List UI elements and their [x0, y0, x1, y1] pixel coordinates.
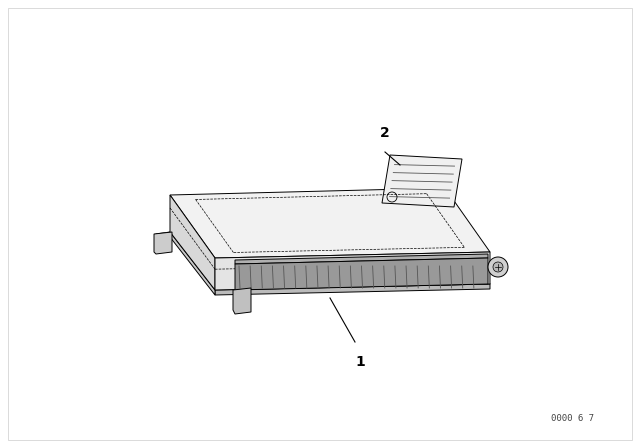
Polygon shape	[170, 195, 215, 290]
Polygon shape	[233, 288, 251, 314]
Polygon shape	[235, 258, 488, 290]
Text: 1: 1	[355, 355, 365, 369]
Text: 0000 6 7: 0000 6 7	[551, 414, 595, 423]
Polygon shape	[170, 232, 215, 295]
Polygon shape	[382, 155, 462, 207]
Polygon shape	[215, 252, 490, 290]
Polygon shape	[156, 232, 170, 239]
Circle shape	[493, 262, 503, 272]
Polygon shape	[215, 284, 490, 295]
Polygon shape	[170, 220, 490, 290]
Polygon shape	[170, 188, 490, 258]
Polygon shape	[235, 254, 488, 264]
Text: 2: 2	[380, 126, 390, 140]
Circle shape	[488, 257, 508, 277]
Polygon shape	[154, 232, 172, 254]
